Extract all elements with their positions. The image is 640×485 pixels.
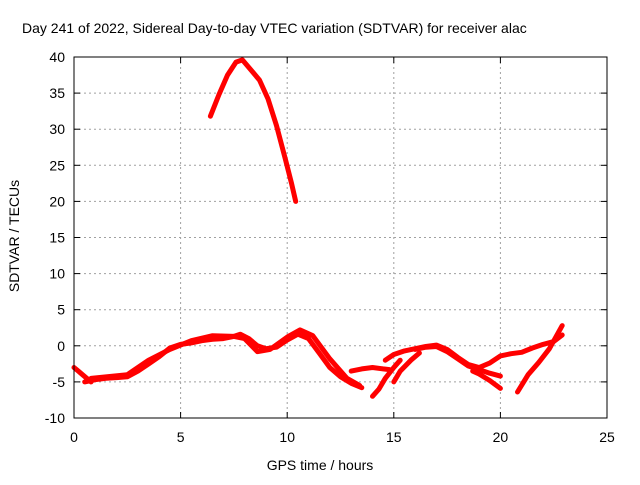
series-line-arc-9 bbox=[412, 344, 503, 379]
y-tick-label: -10 bbox=[45, 410, 65, 426]
x-tick-label: 20 bbox=[493, 429, 509, 445]
series-line-arc-6 bbox=[370, 357, 403, 399]
series-line-arc-5 bbox=[348, 365, 392, 374]
x-tick-label: 10 bbox=[279, 429, 295, 445]
x-tick-label: 15 bbox=[386, 429, 402, 445]
x-tick-label: 25 bbox=[599, 429, 615, 445]
y-tick-label: 25 bbox=[49, 157, 65, 173]
x-tick-label: 0 bbox=[70, 429, 78, 445]
chart-title: Day 241 of 2022, Sidereal Day-to-day VTE… bbox=[22, 20, 527, 36]
y-tick-label: 20 bbox=[49, 193, 65, 209]
x-axis-label: GPS time / hours bbox=[266, 457, 374, 473]
y-tick-label: 40 bbox=[49, 49, 65, 65]
y-tick-label: 35 bbox=[49, 85, 65, 101]
y-tick-label: 5 bbox=[57, 302, 65, 318]
series-line-arc-8 bbox=[391, 350, 422, 385]
series-line-arc-3 bbox=[88, 327, 363, 388]
y-axis-label: SDTVAR / TECUs bbox=[6, 179, 22, 293]
y-tick-label: 10 bbox=[49, 266, 65, 282]
series-line-arc-4 bbox=[207, 57, 299, 204]
series-layer bbox=[71, 57, 565, 399]
y-tick-label: 30 bbox=[49, 121, 65, 137]
grid bbox=[74, 57, 607, 418]
y-tick-label: -5 bbox=[53, 374, 66, 390]
y-tick-label: 0 bbox=[57, 338, 65, 354]
ticks: 0 5 10 15 20 25 -10 -5 0 5 10 15 20 25 30 35 40 bbox=[45, 49, 615, 445]
y-tick-label: 15 bbox=[49, 230, 65, 246]
series-line-arc-11 bbox=[515, 323, 565, 395]
series-line-arc-10 bbox=[470, 368, 503, 391]
x-tick-label: 5 bbox=[177, 429, 185, 445]
